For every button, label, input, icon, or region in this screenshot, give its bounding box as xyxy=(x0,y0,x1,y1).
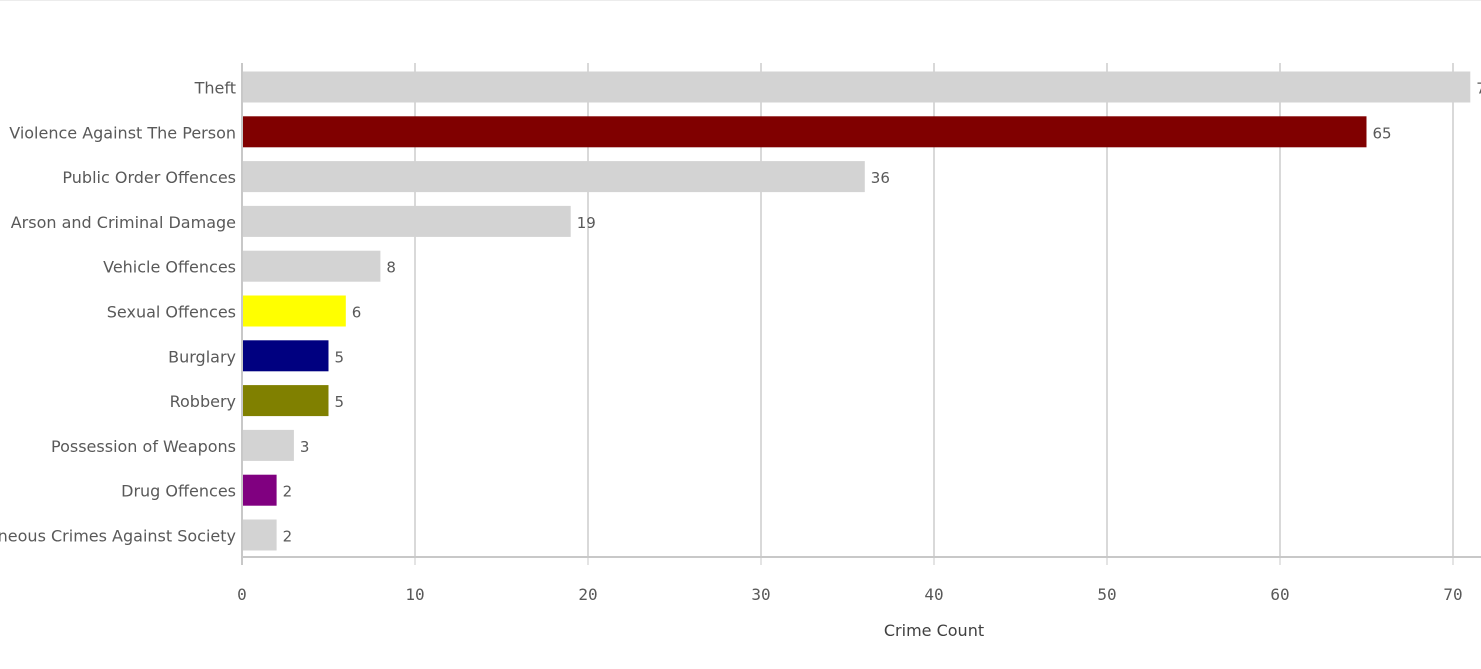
category-label: Arson and Criminal Damage xyxy=(11,213,236,232)
bar[interactable] xyxy=(242,519,277,551)
value-label: 2 xyxy=(283,483,293,501)
x-tick-label: 0 xyxy=(237,585,247,604)
bar[interactable] xyxy=(242,474,277,506)
category-label: Possession of Weapons xyxy=(51,437,236,456)
category-label: Burglary xyxy=(168,347,236,366)
x-tick-label: 10 xyxy=(405,585,424,604)
value-label: 5 xyxy=(335,348,345,366)
x-axis-title: Crime Count xyxy=(884,621,984,640)
bars xyxy=(242,71,1471,551)
x-tick-label: 50 xyxy=(1097,585,1116,604)
category-label: Theft xyxy=(194,79,236,98)
axes: 0 10 20 30 40 50 60 70 xyxy=(237,63,1481,604)
x-tick-label: 30 xyxy=(751,585,770,604)
bar[interactable] xyxy=(242,340,329,372)
category-label: Robbery xyxy=(170,392,236,411)
category-label: Vehicle Offences xyxy=(103,258,236,277)
bar[interactable] xyxy=(242,161,865,193)
x-tick-label: 20 xyxy=(578,585,597,604)
top-divider xyxy=(0,0,1481,1)
bar[interactable] xyxy=(242,385,329,417)
category-label: Drug Offences xyxy=(121,482,236,501)
value-label: 2 xyxy=(283,528,293,546)
x-tick-label: 70 xyxy=(1443,585,1462,604)
bar[interactable] xyxy=(242,429,294,461)
x-tick-label: 60 xyxy=(1270,585,1289,604)
bar[interactable] xyxy=(242,295,346,327)
bar[interactable] xyxy=(242,205,571,237)
category-label: Miscellaneous Crimes Against Society xyxy=(0,527,236,546)
value-label: 3 xyxy=(300,438,310,456)
value-label: 65 xyxy=(1373,124,1392,142)
labels: Theft71Violence Against The Person65Publ… xyxy=(0,79,1481,546)
bar[interactable] xyxy=(242,71,1471,103)
value-label: 71 xyxy=(1476,80,1481,98)
value-label: 19 xyxy=(577,214,596,232)
value-label: 36 xyxy=(871,169,890,187)
x-tick-label: 40 xyxy=(924,585,943,604)
category-label: Violence Against The Person xyxy=(9,123,236,142)
value-label: 6 xyxy=(352,304,362,322)
category-label: Sexual Offences xyxy=(107,303,236,322)
category-label: Public Order Offences xyxy=(62,168,236,187)
bar[interactable] xyxy=(242,250,381,282)
bar[interactable] xyxy=(242,116,1367,148)
value-label: 8 xyxy=(386,259,396,277)
value-label: 5 xyxy=(335,393,345,411)
